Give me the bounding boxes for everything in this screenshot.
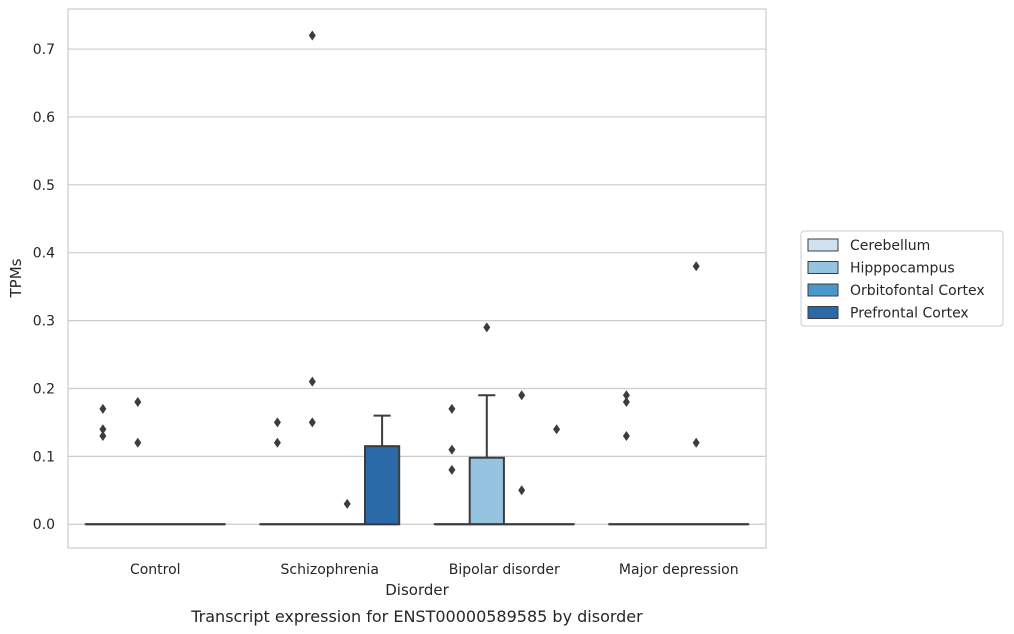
box-hipppocampus: [468, 322, 505, 526]
box-cerebellum: [84, 403, 122, 526]
outlier-point: [622, 397, 630, 408]
y-tick-label: 0.6: [33, 110, 55, 126]
outlier-point: [99, 424, 107, 435]
outlier-point: [273, 437, 281, 448]
legend-label: Cerebellum: [850, 238, 930, 254]
outlier-point: [448, 403, 456, 414]
x-tick-label: Schizophrenia: [281, 562, 379, 578]
outlier-point: [134, 397, 142, 408]
outlier-point: [99, 403, 107, 414]
y-tick-labels: 0.0 0.1 0.2 0.3 0.4 0.5 0.6 0.7: [33, 42, 55, 533]
outlier-point: [518, 485, 526, 496]
legend-label: Orbitofontal Cortex: [850, 283, 985, 299]
outlier-point: [448, 444, 456, 455]
outlier-point: [273, 417, 281, 428]
outlier-point: [343, 498, 351, 509]
box-groups: [84, 30, 750, 526]
plot-background: [68, 9, 766, 548]
x-axis-title: Disorder: [385, 581, 449, 599]
box-orbitofontal-cortex: [329, 498, 366, 526]
x-tick-label: Control: [130, 562, 181, 578]
y-tick-label: 0.1: [33, 449, 55, 465]
outlier-point: [308, 30, 316, 41]
box-cerebellum: [433, 403, 471, 526]
y-tick-label: 0.7: [33, 42, 55, 58]
y-tick-label: 0.2: [33, 381, 55, 397]
legend-label: Prefrontal Cortex: [850, 306, 969, 322]
box-prefrontal-cortex: [363, 414, 401, 526]
figure-caption: Transcript expression for ENST0000058958…: [190, 607, 643, 626]
box-hipppocampus: [294, 30, 331, 526]
box-body: [468, 456, 505, 526]
plot-frame: [67, 8, 767, 549]
outlier-point: [483, 322, 491, 333]
legend-swatch: [807, 283, 839, 297]
outlier-point: [622, 430, 630, 441]
outlier-point: [518, 390, 526, 401]
outlier-point: [134, 437, 142, 448]
outlier-point: [553, 424, 561, 435]
outlier-point: [692, 437, 700, 448]
x-tick-label: Major depression: [619, 562, 739, 578]
box-body: [363, 445, 401, 526]
y-axis-title: TPMs: [7, 258, 25, 298]
outlier-point: [622, 390, 630, 401]
gridlines: [68, 48, 766, 525]
box-cerebellum: [608, 390, 645, 526]
box-prefrontal-cortex: [538, 424, 575, 526]
legend: Cerebellum Hipppocampus Orbitofontal Corte…: [800, 230, 1004, 327]
outlier-point: [99, 430, 107, 441]
legend-swatch: [807, 238, 839, 252]
y-tick-label: 0.0: [33, 517, 55, 533]
x-tick-label: Bipolar disorder: [449, 562, 560, 578]
outlier-point: [448, 464, 456, 475]
y-tick-label: 0.3: [33, 314, 55, 330]
y-tick-label: 0.5: [33, 178, 55, 194]
legend-frame: [800, 230, 1004, 327]
legend-swatch: [807, 306, 839, 319]
y-tick-label: 0.4: [33, 246, 55, 262]
legend-label: Hipppocampus: [850, 261, 955, 277]
outlier-point: [308, 376, 316, 387]
legend-swatch: [807, 261, 839, 274]
outlier-point: [308, 417, 316, 428]
box-cerebellum: [259, 417, 296, 526]
x-tick-labels: Control Schizophrenia Bipolar disorder Majo…: [130, 562, 739, 578]
outlier-point: [692, 261, 700, 272]
